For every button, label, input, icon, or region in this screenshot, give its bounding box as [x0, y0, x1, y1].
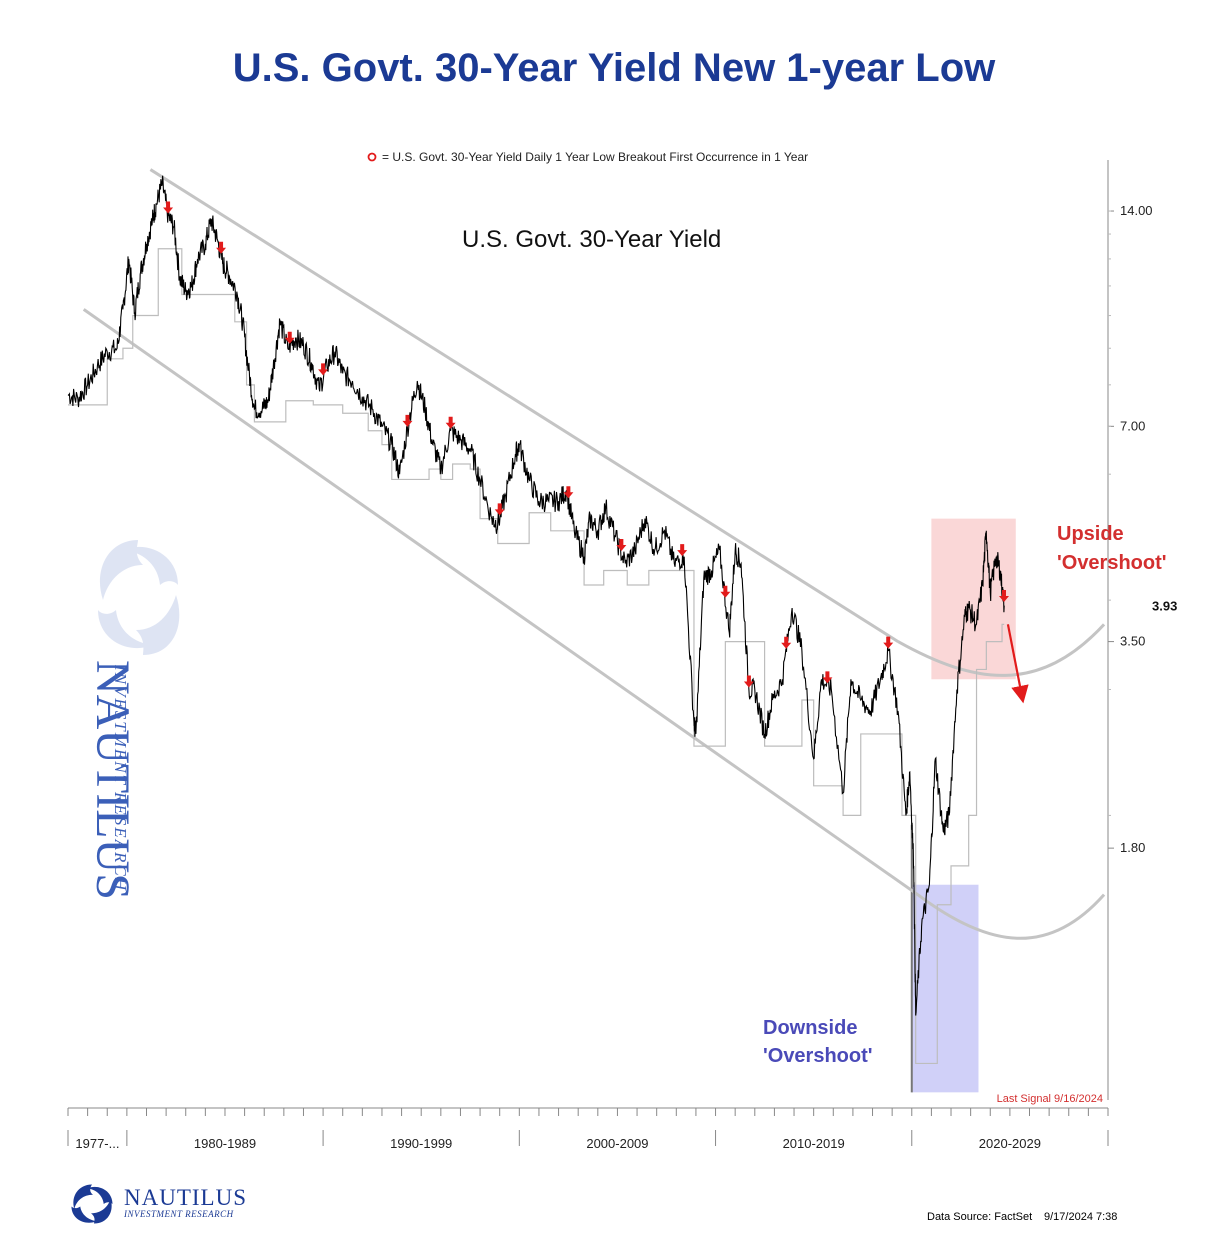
signal-arrow-icon	[883, 636, 894, 649]
channel-lower-line	[82, 308, 919, 896]
curve-upper-line	[897, 623, 1106, 677]
signal-arrow-icon	[402, 414, 413, 427]
x-decade-label: 1977-...	[75, 1136, 119, 1151]
upside-label-line2: 'Overshoot'	[1057, 552, 1167, 574]
signal-arrow-icon	[216, 241, 227, 254]
series-label: U.S. Govt. 30-Year Yield	[462, 226, 721, 253]
legend-marker-icon	[367, 152, 377, 162]
signal-arrow-icon	[563, 486, 574, 499]
signal-arrow-icon	[677, 544, 688, 557]
last-value-label: 3.93	[1152, 599, 1177, 614]
low-band-line	[68, 248, 1005, 1065]
channel-upper-line	[149, 168, 899, 643]
signal-arrow-icon	[494, 503, 505, 516]
upside-label-line1: Upside	[1057, 523, 1124, 545]
y-tick-label: 7.00	[1120, 418, 1145, 433]
nautilus-logo-icon	[71, 1184, 113, 1224]
legend-text: = U.S. Govt. 30-Year Yield Daily 1 Year …	[382, 150, 808, 164]
x-decade-label: 2000-2009	[586, 1136, 648, 1151]
signal-arrow-icon	[445, 416, 456, 429]
x-decade-label: 2020-2029	[979, 1136, 1041, 1151]
yield-line	[67, 175, 1005, 1016]
downside-overshoot-zone	[911, 884, 979, 1093]
signal-arrow-icon	[163, 201, 174, 214]
x-decade-label: 2010-2019	[783, 1136, 845, 1151]
signal-arrow-icon	[318, 363, 329, 376]
data-source: Data Source: FactSet	[927, 1211, 1033, 1223]
logo-subtitle: INVESTMENT RESEARCH	[124, 1209, 234, 1219]
curve-lower-line	[916, 893, 1106, 940]
x-decade-label: 1980-1989	[194, 1136, 256, 1151]
projection-arrow	[1006, 624, 1029, 704]
chart-title: U.S. Govt. 30-Year Yield New 1-year Low	[232, 46, 996, 90]
signal-arrow-icon	[743, 675, 754, 688]
nautilus-logo: NAUTILUS INVESTMENT RESEARCH	[66, 1182, 266, 1226]
y-tick-label: 1.80	[1120, 840, 1145, 855]
logo-name: NAUTILUS	[124, 1185, 247, 1210]
y-tick-label: 3.50	[1120, 634, 1145, 649]
y-tick-label: 14.00	[1120, 203, 1153, 218]
signal-arrow-icon	[999, 589, 1009, 602]
downside-label-line2: 'Overshoot'	[763, 1045, 873, 1067]
nautilus-watermark-icon	[88, 530, 188, 930]
signal-arrow-icon	[720, 585, 731, 598]
last-signal-note: Last Signal 9/16/2024	[997, 1093, 1103, 1105]
signal-arrow-icon	[284, 331, 295, 344]
downside-label-line1: Downside	[763, 1017, 857, 1039]
timestamp: 9/17/2024 7:38	[1044, 1211, 1118, 1223]
signal-arrow-icon	[616, 538, 627, 551]
signal-arrow-icon	[822, 671, 833, 684]
signal-arrow-icon	[781, 636, 792, 649]
x-decade-label: 1990-1999	[390, 1136, 452, 1151]
